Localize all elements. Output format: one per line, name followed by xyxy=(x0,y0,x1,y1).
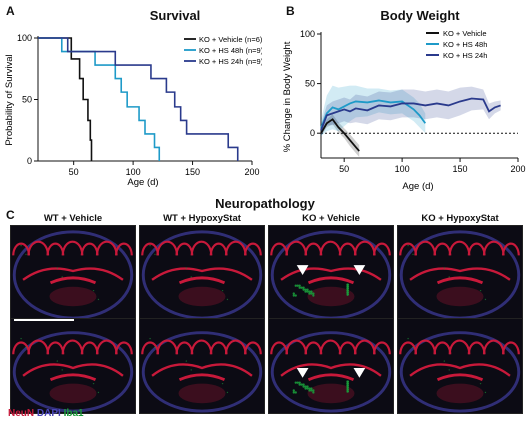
body-weight-series-line-0 xyxy=(320,118,360,152)
body-weight-error-band-2 xyxy=(321,86,501,137)
survival-y-tick-label: 100 xyxy=(17,33,32,43)
stain-legend: NeuN DAPI Iba1 xyxy=(8,408,84,419)
arrowhead-marker-0 xyxy=(296,265,309,275)
survival-x-tick-label: 50 xyxy=(69,167,79,177)
arrowhead-marker-1 xyxy=(353,367,366,378)
body-weight-y-tick-label: 100 xyxy=(300,29,315,39)
survival-chart-title: Survival xyxy=(149,8,201,23)
survival-legend-label-2: KO + HS 24h (n=9) xyxy=(199,57,262,66)
body-weight-y-axis-label: % Change in Body Weight xyxy=(282,41,293,152)
arrowhead-marker-1 xyxy=(353,265,366,275)
body-weight-y-tick-label: 50 xyxy=(305,79,315,89)
neuropathology-title: Neuropathology xyxy=(215,196,315,211)
arrowhead-marker-0 xyxy=(296,367,309,378)
survival-y-axis-label: Probability of Survival xyxy=(4,54,15,145)
column-header-wt-vehicle: WT + Vehicle xyxy=(43,213,103,224)
survival-legend-label-1: KO + HS 48h (n=9) xyxy=(199,46,262,55)
column-header-ko-vehicle: KO + Vehicle xyxy=(302,213,360,224)
panel-b-letter: B xyxy=(286,4,295,18)
survival-chart: Probability of Survival Age (d) 0 50 100 50… xyxy=(4,33,262,188)
body-weight-x-axis-label: Age (d) xyxy=(402,181,433,192)
micrograph-wt-vehicle-1 xyxy=(10,225,136,321)
stain-legend-dapi: DAPI xyxy=(36,408,61,419)
panel-c-letter: C xyxy=(6,208,15,222)
micrograph-ko-hypoxystat-1 xyxy=(397,225,523,321)
micrograph-ko-hypoxystat-2 xyxy=(397,318,523,414)
body-weight-legend-label-2: KO + HS 24h xyxy=(443,51,487,60)
survival-series-line-2 xyxy=(38,37,239,161)
body-weight-chart-title: Body Weight xyxy=(380,8,460,23)
body-weight-x-tick-label: 100 xyxy=(395,164,410,174)
survival-series-line-1 xyxy=(38,37,161,161)
body-weight-error-band-1 xyxy=(321,85,426,137)
body-weight-x-tick-label: 150 xyxy=(453,164,468,174)
micrograph-wt-vehicle-2 xyxy=(10,318,136,414)
panel-a-letter: A xyxy=(6,4,15,18)
survival-series-line-0 xyxy=(38,37,93,161)
body-weight-x-tick-label: 50 xyxy=(339,164,349,174)
survival-x-tick-label: 150 xyxy=(185,167,200,177)
survival-x-tick-label: 200 xyxy=(244,167,259,177)
scale-bar xyxy=(14,319,74,321)
micrograph-ko-vehicle-2 xyxy=(268,318,394,414)
survival-y-tick-label: 50 xyxy=(22,95,32,105)
body-weight-error-band-0 xyxy=(321,114,360,158)
body-weight-series-line-1 xyxy=(320,99,427,129)
body-weight-chart: % Change in Body Weight Age (d) 0 50 100 50… xyxy=(282,29,526,192)
column-header-wt-hypoxystat: WT + HypoxyStat xyxy=(163,213,241,224)
survival-legend-label-0: KO + Vehicle (n=6) xyxy=(199,35,262,44)
micrograph-wt-hypoxystat-1 xyxy=(139,225,265,321)
body-weight-x-tick-label: 200 xyxy=(510,164,525,174)
stain-legend-iba1: Iba1 xyxy=(63,408,84,419)
survival-x-axis-label: Age (d) xyxy=(127,177,158,188)
survival-x-tick-label: 100 xyxy=(126,167,141,177)
survival-y-tick-label: 0 xyxy=(27,156,32,166)
column-header-ko-hypoxystat: KO + HypoxyStat xyxy=(421,213,499,224)
body-weight-legend-label-0: KO + Vehicle xyxy=(443,29,487,38)
body-weight-y-tick-label: 0 xyxy=(310,128,315,138)
micrograph-ko-vehicle-1 xyxy=(268,225,394,321)
body-weight-series-line-2 xyxy=(320,97,501,131)
stain-legend-neun: NeuN xyxy=(8,408,35,419)
micrograph-wt-hypoxystat-2 xyxy=(139,318,265,414)
body-weight-legend-label-1: KO + HS 48h xyxy=(443,40,487,49)
